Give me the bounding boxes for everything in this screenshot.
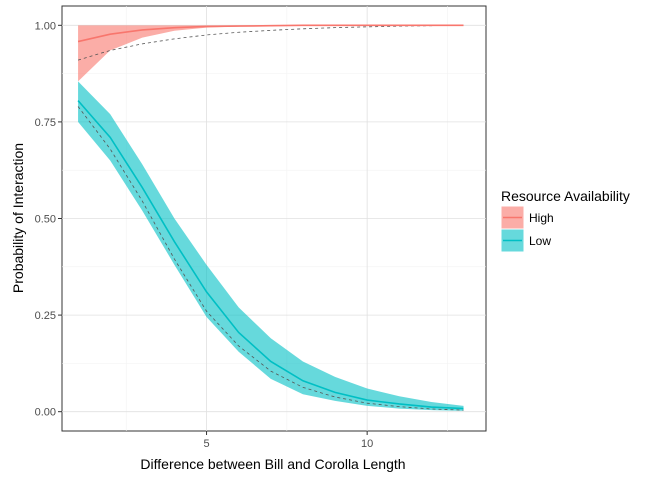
- legend-label-high: High: [529, 211, 554, 225]
- x-tick-label: 10: [361, 438, 373, 450]
- x-tick-label: 5: [203, 438, 209, 450]
- axes: 0.00 0.25 0.50 0.75 1.00 5 10: [35, 20, 374, 450]
- series-line-high: [77, 24, 464, 43]
- legend: Resource Availability High Low: [500, 188, 630, 253]
- reference-line-low: [77, 106, 464, 411]
- y-axis-title: Probability of Interaction: [10, 143, 26, 293]
- series-line-low: [77, 100, 464, 410]
- y-tick-label: 0.75: [35, 117, 56, 129]
- series-lines: [77, 24, 464, 410]
- legend-title: Resource Availability: [501, 188, 630, 204]
- confidence-band-low: [78, 81, 464, 411]
- y-tick-label: 0.50: [35, 214, 56, 226]
- y-tick-label: 0.25: [35, 310, 56, 322]
- legend-label-low: Low: [529, 234, 551, 248]
- y-tick-label: 1.00: [35, 20, 56, 32]
- x-axis-title: Difference between Bill and Corolla Leng…: [140, 456, 405, 472]
- confidence-band-high: [78, 25, 464, 82]
- confidence-bands: [78, 25, 464, 411]
- y-tick-label: 0.00: [35, 407, 56, 419]
